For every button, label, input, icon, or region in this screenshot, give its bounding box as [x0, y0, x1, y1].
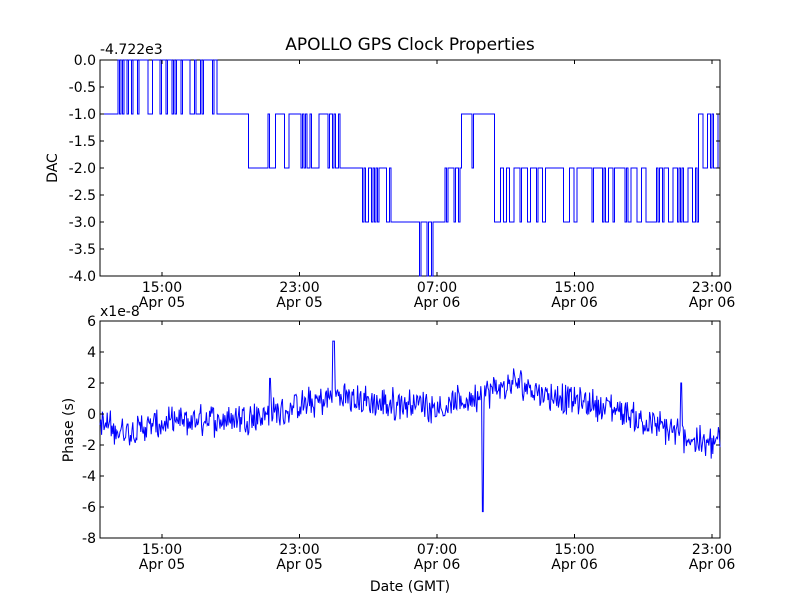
- chart-title: APOLLO GPS Clock Properties: [285, 35, 535, 55]
- phase-series: [99, 340, 721, 513]
- dac-x-tick-date: Apr 05: [276, 295, 322, 311]
- dac-y-axis-label: DAC: [45, 153, 61, 183]
- dac-y-tick-label: -3.0: [69, 215, 96, 231]
- dac-series: [100, 59, 720, 277]
- dac-y-tick-label: -3.5: [69, 242, 96, 258]
- dac-subplot: -4.0 -3.5 -3.0 -2.5 -2.0 -1.5 -1.0 -0.5 0.0 15:0…: [45, 42, 735, 311]
- dac-x-tick-time: 23:00: [279, 280, 319, 296]
- dac-y-tick-label: 0.0: [74, 53, 96, 69]
- dac-y-ticks: -4.0 -3.5 -3.0 -2.5 -2.0 -1.5 -1.0 -0.5 0.0: [69, 53, 720, 285]
- phase-y-tick-label: -4: [82, 469, 96, 485]
- phase-y-ticks: -8 -6 -4 -2 0 2 4 6: [82, 314, 720, 547]
- phase-x-tick-date: Apr 06: [689, 557, 736, 573]
- dac-x-tick-time: 15:00: [554, 280, 594, 296]
- dac-x-tick-time: 07:00: [417, 280, 457, 296]
- dac-y-tick-label: -4.0: [69, 269, 96, 285]
- phase-plot-frame: [99, 320, 721, 539]
- dac-series-line: [100, 59, 720, 277]
- phase-y-tick-label: -2: [82, 438, 96, 454]
- phase-x-tick-date: Apr 06: [414, 557, 461, 573]
- dac-y-tick-label: -2.5: [69, 188, 96, 204]
- dac-x-tick-time: 15:00: [142, 280, 182, 296]
- phase-x-tick-date: Apr 06: [551, 557, 598, 573]
- phase-x-tick-date: Apr 05: [276, 557, 322, 573]
- dac-x-tick-date: Apr 06: [551, 295, 598, 311]
- phase-x-tick-time: 23:00: [279, 542, 319, 558]
- phase-x-tick-time: 15:00: [142, 542, 182, 558]
- phase-x-tick-date: Apr 05: [139, 557, 185, 573]
- phase-y-tick-label: -6: [82, 500, 96, 516]
- dac-y-tick-label: -2.0: [69, 161, 96, 177]
- phase-y-tick-label: 0: [87, 407, 96, 423]
- phase-y-tick-label: 2: [87, 376, 96, 392]
- phase-x-tick-time: 23:00: [692, 542, 732, 558]
- dac-x-tick-date: Apr 06: [414, 295, 461, 311]
- phase-x-tick-time: 07:00: [417, 542, 457, 558]
- phase-offset-label: x1e-8: [100, 304, 140, 320]
- dac-y-tick-label: -1.0: [69, 107, 96, 123]
- phase-x-tick-time: 15:00: [554, 542, 594, 558]
- phase-series-line: [99, 340, 721, 513]
- phase-y-tick-label: 6: [87, 314, 96, 330]
- phase-y-axis-label: Phase (s): [61, 398, 77, 462]
- dac-y-tick-label: -1.5: [69, 134, 96, 150]
- phase-y-tick-label: -8: [82, 531, 96, 547]
- dac-x-tick-date: Apr 05: [139, 295, 185, 311]
- dac-x-tick-time: 23:00: [692, 280, 732, 296]
- dac-y-tick-label: -0.5: [69, 80, 96, 96]
- x-axis-label: Date (GMT): [370, 579, 450, 595]
- dac-offset-label: -4.722e3: [100, 42, 163, 58]
- phase-y-tick-label: 4: [87, 345, 96, 361]
- dac-x-tick-date: Apr 06: [689, 295, 736, 311]
